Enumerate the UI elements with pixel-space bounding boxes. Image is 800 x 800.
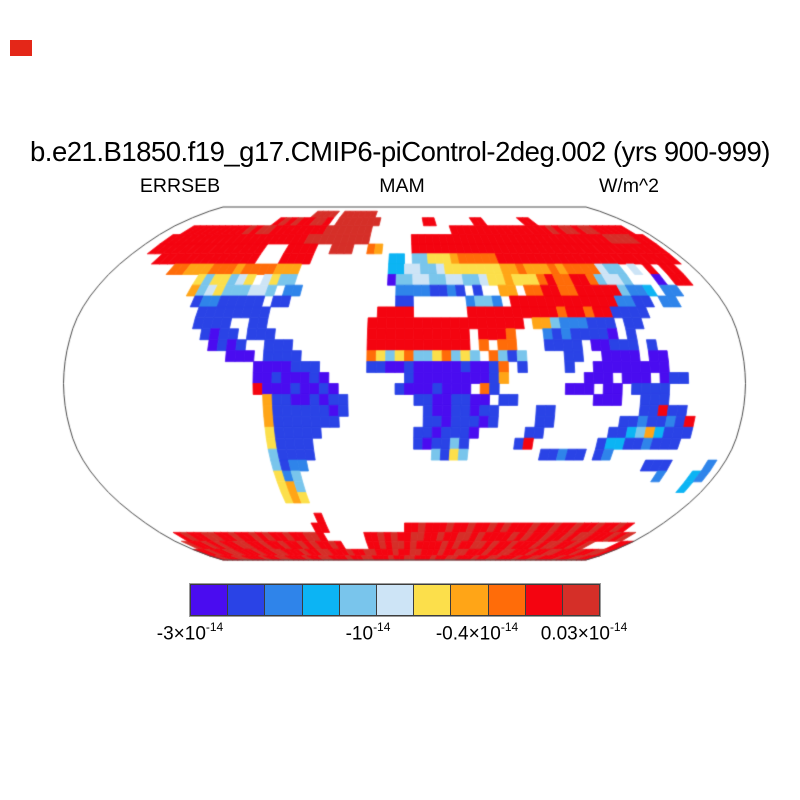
colorbar-box xyxy=(190,584,229,616)
red-marker xyxy=(10,40,32,56)
colorbar-label-3: 0.03×10-14 xyxy=(540,620,628,645)
colorbar-box xyxy=(561,584,601,616)
colorbar-label-1: -10-14 xyxy=(345,620,391,645)
world-map-canvas xyxy=(0,180,800,580)
colorbar xyxy=(189,583,601,617)
colorbar-label-2: -0.4×10-14 xyxy=(435,620,519,645)
colorbar-box xyxy=(338,584,377,616)
colorbar-box xyxy=(264,584,303,616)
colorbar-box xyxy=(524,584,563,616)
colorbar-box xyxy=(301,584,340,616)
plot-title: b.e21.B1850.f19_g17.CMIP6-piControl-2deg… xyxy=(30,136,770,167)
colorbar-label-0: -3×10-14 xyxy=(156,620,224,645)
colorbar-box xyxy=(413,584,452,616)
colorbar-box xyxy=(227,584,266,616)
colorbar-box xyxy=(375,584,415,616)
colorbar-box xyxy=(450,584,489,616)
colorbar-box xyxy=(487,584,526,616)
